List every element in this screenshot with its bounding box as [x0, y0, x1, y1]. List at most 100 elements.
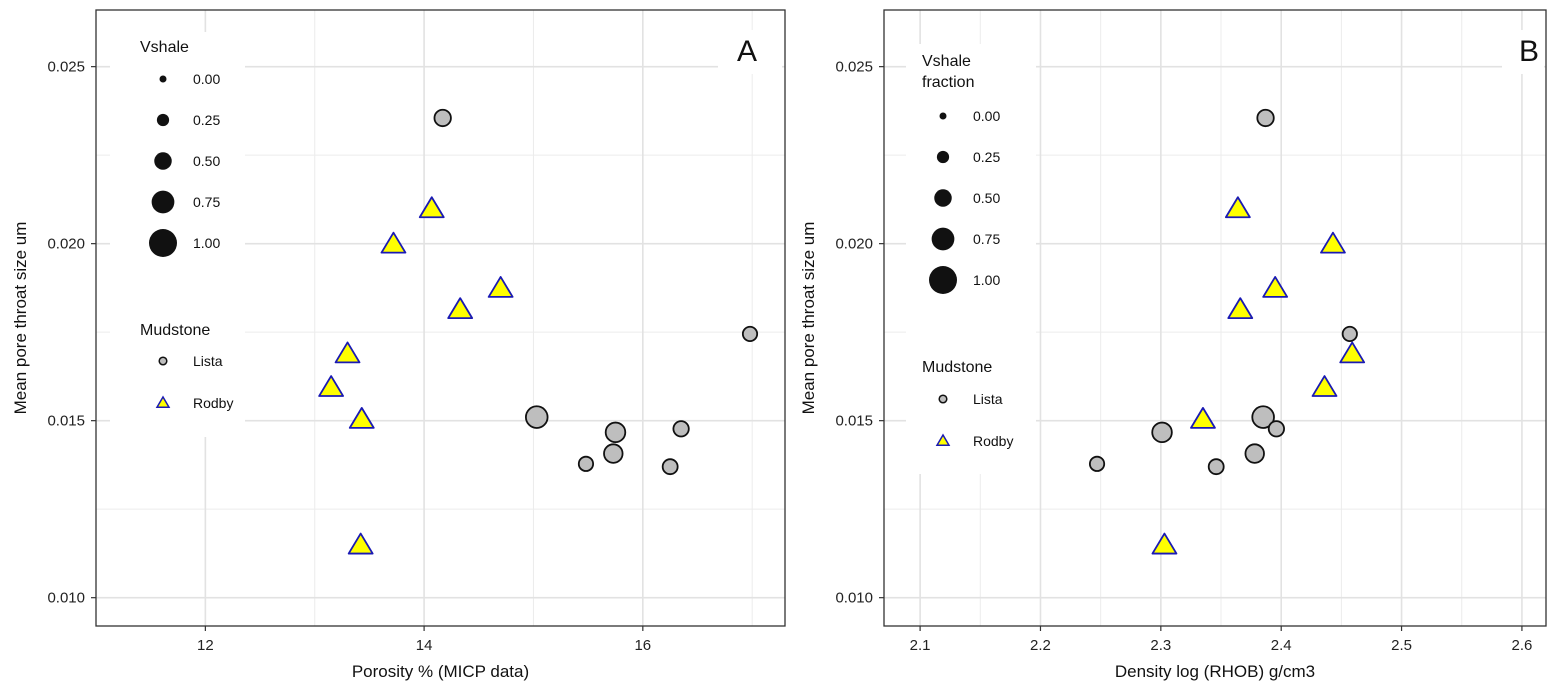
- panel-letter-background: [718, 30, 782, 74]
- data-point-lista: [1267, 420, 1285, 438]
- data-point-rodby: [334, 341, 361, 364]
- data-point-lista: [1088, 455, 1106, 472]
- x-tick-label: 2.6: [1511, 637, 1532, 654]
- shape-legend-label: Lista: [973, 391, 1003, 407]
- data-point-lista: [603, 443, 624, 464]
- x-tick-label: 2.1: [910, 637, 931, 654]
- x-axis-title: Density log (RHOB) g/cm3: [1115, 662, 1315, 681]
- size-legend-symbol: [154, 152, 172, 170]
- data-point-rodby: [1311, 375, 1338, 397]
- data-point-rodby: [1224, 196, 1251, 219]
- size-legend-symbol: [149, 229, 177, 257]
- data-point-lista: [577, 455, 595, 472]
- data-point-lista: [524, 405, 549, 429]
- size-legend-label: 0.00: [973, 108, 1000, 124]
- x-tick-label: 2.4: [1271, 637, 1292, 654]
- size-legend-symbol: [159, 75, 167, 83]
- data-point-rodby: [1190, 406, 1216, 429]
- data-point-rodby: [487, 276, 514, 298]
- legend: Vshale fraction 0.00 0.25 0.50 0.75 1.00 Mudsto…: [906, 44, 1036, 474]
- data-point-lista: [433, 108, 452, 128]
- size-legend-label: 0.00: [193, 71, 220, 87]
- size-legend-label: 0.25: [973, 149, 1000, 165]
- panel-letter: B: [1519, 35, 1539, 68]
- size-legend-title: Vshale: [140, 39, 189, 56]
- data-point-rodby: [1262, 276, 1289, 298]
- data-point-rodby: [1339, 341, 1366, 364]
- data-point-rodby: [347, 532, 374, 555]
- data-point-rodby: [348, 406, 375, 429]
- size-legend-symbol: [156, 113, 170, 127]
- series-rodby: [1151, 196, 1366, 555]
- y-tick-label: 0.010: [47, 590, 85, 607]
- size-legend-title: Vshale: [922, 53, 971, 70]
- x-tick-label: 16: [634, 637, 651, 654]
- y-tick-label: 0.025: [835, 59, 873, 76]
- shape-legend-symbol-rodby: [155, 395, 171, 408]
- data-point-rodby: [318, 375, 345, 397]
- data-point-rodby: [1320, 231, 1346, 254]
- shape-legend-title: Mudstone: [922, 359, 992, 376]
- size-legend-symbol: [939, 112, 947, 120]
- data-point-lista: [604, 421, 627, 444]
- data-point-rodby: [1151, 532, 1178, 555]
- y-tick-label: 0.015: [835, 413, 873, 430]
- series-rodby: [318, 196, 514, 555]
- data-point-lista: [1256, 108, 1275, 128]
- data-point-rodby: [447, 297, 474, 320]
- shape-legend-label: Rodby: [193, 395, 233, 411]
- x-tick-label: 14: [416, 637, 433, 654]
- legend-background: [906, 44, 1036, 474]
- panel-b: B Vshale fraction 0.00 0.25 0.50 0.75 1.00 Mudst…: [799, 9, 1547, 681]
- plot-border: [883, 9, 1547, 627]
- shape-legend-symbol-lista: [158, 356, 168, 366]
- y-axis-title: Mean pore throat size um: [799, 222, 818, 415]
- y-tick-label: 0.020: [835, 236, 873, 253]
- x-tick-label: 2.2: [1030, 637, 1051, 654]
- size-legend-label: 0.50: [193, 153, 220, 169]
- data-point-lista: [1341, 325, 1358, 343]
- panel-letter: A: [737, 35, 757, 68]
- grid: [884, 10, 1546, 626]
- size-legend-symbol: [931, 227, 955, 251]
- data-point-lista: [661, 458, 679, 476]
- shape-legend-symbol-lista: [938, 394, 948, 404]
- size-legend-label: 0.50: [973, 190, 1000, 206]
- x-tick-label: 12: [197, 637, 214, 654]
- size-legend-symbol: [934, 189, 952, 207]
- y-axis-title: Mean pore throat size um: [11, 222, 30, 415]
- data-point-lista: [1207, 458, 1225, 476]
- data-point-lista: [1251, 405, 1275, 429]
- data-point-rodby: [418, 196, 445, 219]
- size-legend-label: 0.75: [973, 231, 1000, 247]
- size-legend-label: 1.00: [193, 235, 220, 251]
- x-tick-label: 2.5: [1391, 637, 1412, 654]
- data-point-lista: [1244, 443, 1265, 464]
- size-legend-label: 1.00: [973, 272, 1000, 288]
- y-tick-label: 0.020: [47, 236, 85, 253]
- panel-letter-background: [1502, 30, 1544, 74]
- data-point-lista: [741, 325, 759, 343]
- size-legend-label: 0.25: [193, 112, 220, 128]
- plot-border: [95, 9, 786, 627]
- size-legend-symbol: [151, 190, 175, 214]
- series-lista: [1088, 108, 1358, 476]
- size-legend-label: 0.75: [193, 194, 220, 210]
- shape-legend-label: Lista: [193, 353, 223, 369]
- size-legend-title: fraction: [922, 74, 974, 91]
- size-legend-symbol: [936, 150, 950, 164]
- shape-legend-title: Mudstone: [140, 322, 210, 339]
- shape-legend-label: Rodby: [973, 433, 1013, 449]
- data-point-lista: [672, 420, 690, 438]
- shape-legend-symbol-rodby: [935, 433, 951, 446]
- legend-background: [110, 32, 245, 437]
- data-point-lista: [1151, 421, 1173, 444]
- data-point-rodby: [380, 231, 407, 254]
- y-tick-label: 0.025: [47, 59, 85, 76]
- size-legend-symbol: [929, 266, 957, 294]
- x-tick-label: 2.3: [1150, 637, 1171, 654]
- y-tick-label: 0.015: [47, 413, 85, 430]
